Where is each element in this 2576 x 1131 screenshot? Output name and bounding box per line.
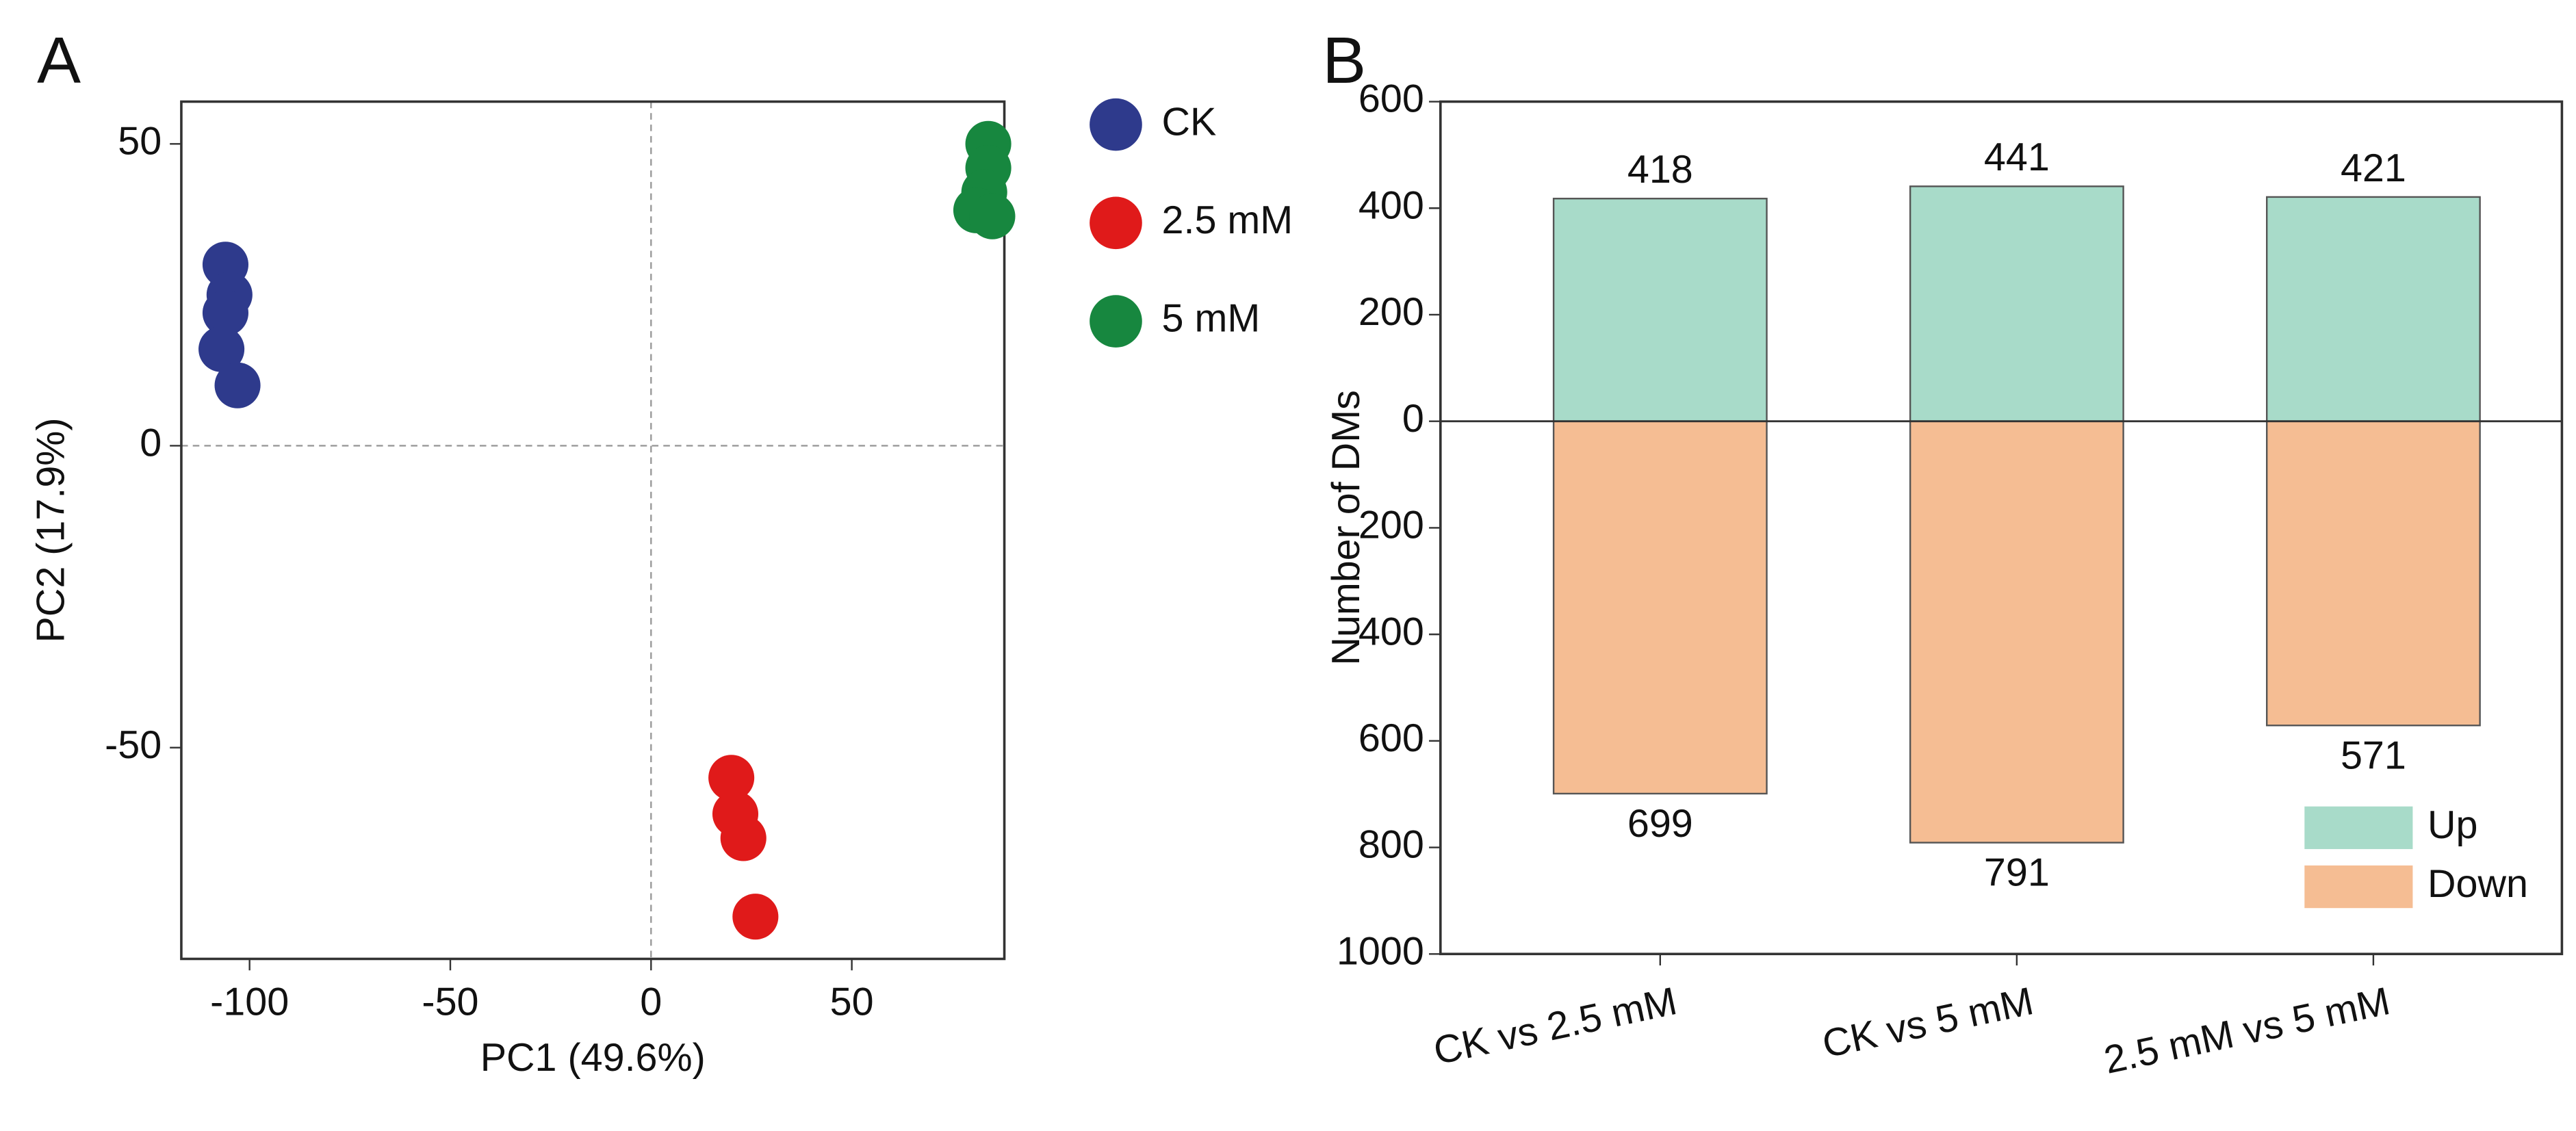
x-tick-label: CK vs 5 mM (1818, 979, 2037, 1067)
legend-marker (1090, 295, 1142, 348)
legend-marker (1090, 196, 1142, 250)
y-tick-label: 600 (1358, 716, 1424, 760)
bar (1909, 420, 2124, 844)
y-tick-label: 0 (140, 421, 162, 465)
data-label: 791 (1984, 851, 2050, 895)
y-tick-label: 800 (1358, 823, 1424, 867)
x-tick-label: -50 (422, 980, 478, 1024)
y-tick-label: 400 (1358, 183, 1424, 227)
point (214, 362, 261, 408)
panel-label: B (1322, 24, 1366, 97)
legend-label: Up (2427, 803, 2477, 847)
bar (1552, 420, 1768, 795)
data-label: 571 (2341, 733, 2406, 777)
point (720, 815, 767, 861)
legend-marker (1090, 98, 1142, 151)
x-tick-label: 50 (830, 980, 874, 1024)
x-tick-label: 0 (640, 980, 662, 1024)
bar (1909, 185, 2124, 422)
y-axis-label: Number of DMs (1324, 390, 1368, 665)
x-tick-label: 2.5 mM vs 5 mM (2100, 979, 2394, 1082)
panel-label: A (37, 24, 81, 97)
y-tick-label: 600 (1358, 77, 1424, 121)
y-tick-label: 0 (1402, 397, 1424, 441)
y-tick-label: 50 (118, 119, 162, 163)
legend-label: CK (1162, 100, 1217, 144)
data-label: 699 (1627, 802, 1693, 846)
data-label: 418 (1627, 148, 1693, 192)
data-label: 441 (1984, 135, 2050, 179)
y-axis-label: PC2 (17.9%) (29, 417, 73, 642)
legend-swatch (2304, 806, 2413, 849)
y-tick-label: -50 (105, 723, 162, 767)
point (732, 894, 779, 940)
bar (2266, 196, 2481, 422)
bar (1552, 198, 1768, 422)
point (708, 755, 755, 801)
data-label: 421 (2341, 146, 2406, 190)
y-tick-label: 1000 (1337, 929, 1424, 973)
y-tick-label: 200 (1358, 504, 1424, 547)
point (198, 326, 245, 372)
point (969, 193, 1016, 239)
bar (2266, 420, 2481, 727)
x-axis-label: PC1 (49.6%) (480, 1036, 706, 1080)
legend-label: Down (2427, 862, 2528, 906)
point (202, 289, 249, 336)
y-tick-label: 200 (1358, 290, 1424, 334)
x-tick-label: -100 (210, 980, 289, 1024)
plot-frame (180, 100, 1006, 961)
legend-swatch (2304, 865, 2413, 909)
y-tick-label: 400 (1358, 610, 1424, 653)
legend-label: 5 mM (1162, 297, 1261, 341)
x-tick-label: CK vs 2.5 mM (1430, 979, 1680, 1074)
legend-label: 2.5 mM (1162, 198, 1293, 242)
